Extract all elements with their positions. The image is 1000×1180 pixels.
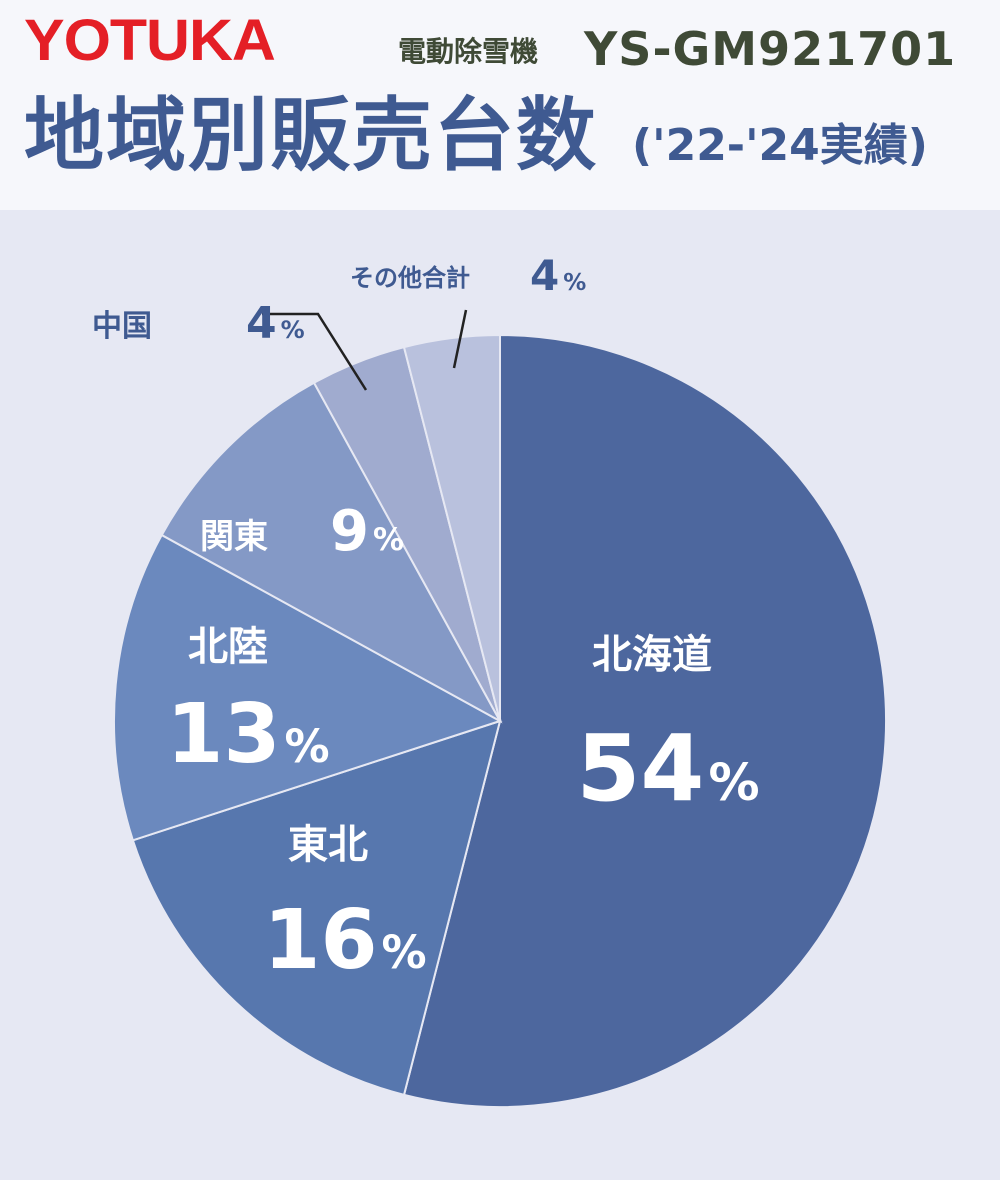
slice-label-0: 北海道 <box>592 632 712 678</box>
slice-0 <box>402 333 888 1108</box>
slice-value-4: 4% <box>246 298 305 349</box>
slice-1 <box>131 719 502 1097</box>
slice-2 <box>113 533 503 842</box>
slice-label-3: 関東 <box>200 517 268 557</box>
slice-value-3: 9% <box>330 499 404 564</box>
brand-logo: YOTUKA <box>24 8 276 73</box>
slice-label-1: 東北 <box>288 822 368 868</box>
leader-line-5 <box>452 309 468 369</box>
page-subtitle: ('22-'24実績) <box>632 120 928 171</box>
slice-value-1: 16% <box>263 893 426 988</box>
header: YOTUKA 電動除雪機 YS-GM921701 地域別販売台数 ('22-'2… <box>0 0 1000 210</box>
slice-3 <box>160 381 503 724</box>
model-label: 電動除雪機 <box>398 35 539 68</box>
slice-value-0: 54% <box>576 715 759 822</box>
slice-label-2: 北陸 <box>188 624 268 670</box>
slice-label-5: その他合計 <box>350 264 470 292</box>
slice-value-5: 4% <box>530 251 586 300</box>
leader-line-4 <box>262 312 368 391</box>
page-title: 地域別販売台数 <box>24 89 598 182</box>
model-code: YS-GM921701 <box>584 22 957 76</box>
slice-value-2: 13% <box>166 687 329 782</box>
slice-5 <box>402 333 501 722</box>
slice-label-4: 中国 <box>92 309 152 344</box>
